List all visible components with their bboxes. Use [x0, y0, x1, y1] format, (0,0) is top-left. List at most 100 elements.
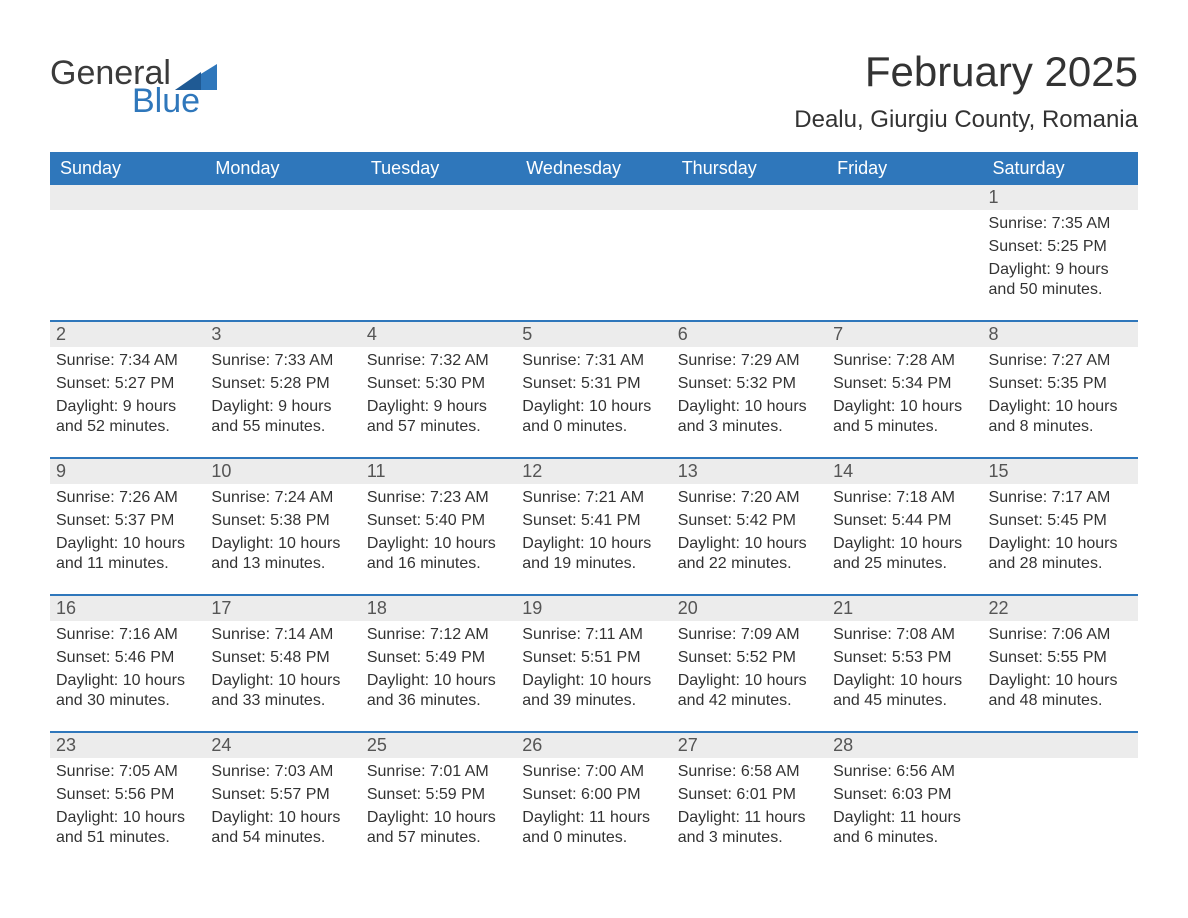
- sunset-line: Sunset: 5:30 PM: [367, 374, 510, 395]
- daylight-line: Daylight: 10 hours and 22 minutes.: [678, 534, 821, 576]
- day-cell: Sunrise: 7:05 AMSunset: 5:56 PMDaylight:…: [50, 758, 205, 868]
- daylight-line: Daylight: 10 hours and 28 minutes.: [989, 534, 1132, 576]
- day-number: [983, 733, 1138, 758]
- sunset-line: Sunset: 5:52 PM: [678, 648, 821, 669]
- day-cell: Sunrise: 7:23 AMSunset: 5:40 PMDaylight:…: [361, 484, 516, 594]
- day-details: Sunrise: 7:26 AMSunset: 5:37 PMDaylight:…: [56, 484, 199, 575]
- sunrise-line: Sunrise: 7:26 AM: [56, 488, 199, 509]
- sunrise-line: Sunrise: 7:05 AM: [56, 762, 199, 783]
- dow-sunday: Sunday: [50, 152, 205, 185]
- sunset-line: Sunset: 5:32 PM: [678, 374, 821, 395]
- day-details: Sunrise: 7:01 AMSunset: 5:59 PMDaylight:…: [367, 758, 510, 849]
- day-details: Sunrise: 7:00 AMSunset: 6:00 PMDaylight:…: [522, 758, 665, 849]
- day-details: Sunrise: 7:24 AMSunset: 5:38 PMDaylight:…: [211, 484, 354, 575]
- day-details: Sunrise: 6:58 AMSunset: 6:01 PMDaylight:…: [678, 758, 821, 849]
- dow-thursday: Thursday: [672, 152, 827, 185]
- day-cell: Sunrise: 7:00 AMSunset: 6:00 PMDaylight:…: [516, 758, 671, 868]
- daylight-line: Daylight: 10 hours and 16 minutes.: [367, 534, 510, 576]
- day-number: 18: [361, 596, 516, 621]
- sunrise-line: Sunrise: 7:12 AM: [367, 625, 510, 646]
- day-cell: Sunrise: 7:29 AMSunset: 5:32 PMDaylight:…: [672, 347, 827, 457]
- daylight-line: Daylight: 10 hours and 36 minutes.: [367, 671, 510, 713]
- day-cell: Sunrise: 7:27 AMSunset: 5:35 PMDaylight:…: [983, 347, 1138, 457]
- day-number: [672, 185, 827, 210]
- day-cell: Sunrise: 7:32 AMSunset: 5:30 PMDaylight:…: [361, 347, 516, 457]
- day-number: 24: [205, 733, 360, 758]
- day-number: 2: [50, 322, 205, 347]
- day-cell: Sunrise: 7:06 AMSunset: 5:55 PMDaylight:…: [983, 621, 1138, 731]
- day-number: 15: [983, 459, 1138, 484]
- day-details: Sunrise: 7:31 AMSunset: 5:31 PMDaylight:…: [522, 347, 665, 438]
- day-number: [205, 185, 360, 210]
- daylight-line: Daylight: 10 hours and 8 minutes.: [989, 397, 1132, 439]
- daylight-line: Daylight: 10 hours and 48 minutes.: [989, 671, 1132, 713]
- day-number: 13: [672, 459, 827, 484]
- page-header: General Blue February 2025 Dealu, Giurgi…: [50, 48, 1138, 134]
- day-details: Sunrise: 7:34 AMSunset: 5:27 PMDaylight:…: [56, 347, 199, 438]
- day-details: Sunrise: 7:14 AMSunset: 5:48 PMDaylight:…: [211, 621, 354, 712]
- day-cell: Sunrise: 7:12 AMSunset: 5:49 PMDaylight:…: [361, 621, 516, 731]
- daylight-line: Daylight: 10 hours and 3 minutes.: [678, 397, 821, 439]
- dow-monday: Monday: [205, 152, 360, 185]
- sunset-line: Sunset: 5:41 PM: [522, 511, 665, 532]
- sunrise-line: Sunrise: 7:28 AM: [833, 351, 976, 372]
- daylight-line: Daylight: 10 hours and 45 minutes.: [833, 671, 976, 713]
- day-cell: [827, 210, 982, 320]
- day-number: 27: [672, 733, 827, 758]
- day-number: 5: [516, 322, 671, 347]
- day-cell: Sunrise: 7:03 AMSunset: 5:57 PMDaylight:…: [205, 758, 360, 868]
- day-details: Sunrise: 7:09 AMSunset: 5:52 PMDaylight:…: [678, 621, 821, 712]
- day-details: Sunrise: 7:16 AMSunset: 5:46 PMDaylight:…: [56, 621, 199, 712]
- sunset-line: Sunset: 5:31 PM: [522, 374, 665, 395]
- day-cell: Sunrise: 7:14 AMSunset: 5:48 PMDaylight:…: [205, 621, 360, 731]
- daylight-line: Daylight: 10 hours and 30 minutes.: [56, 671, 199, 713]
- day-number: 25: [361, 733, 516, 758]
- sunrise-line: Sunrise: 7:08 AM: [833, 625, 976, 646]
- day-number: 3: [205, 322, 360, 347]
- day-cell: Sunrise: 7:31 AMSunset: 5:31 PMDaylight:…: [516, 347, 671, 457]
- sunset-line: Sunset: 5:46 PM: [56, 648, 199, 669]
- day-cell: Sunrise: 7:28 AMSunset: 5:34 PMDaylight:…: [827, 347, 982, 457]
- daylight-line: Daylight: 10 hours and 11 minutes.: [56, 534, 199, 576]
- day-cell: Sunrise: 7:01 AMSunset: 5:59 PMDaylight:…: [361, 758, 516, 868]
- day-cell: [983, 758, 1138, 868]
- sunrise-line: Sunrise: 7:18 AM: [833, 488, 976, 509]
- day-cell: Sunrise: 7:35 AMSunset: 5:25 PMDaylight:…: [983, 210, 1138, 320]
- day-number-bar: 1: [50, 185, 1138, 210]
- day-cell: [516, 210, 671, 320]
- week-row: Sunrise: 7:05 AMSunset: 5:56 PMDaylight:…: [50, 758, 1138, 868]
- day-cell: Sunrise: 7:08 AMSunset: 5:53 PMDaylight:…: [827, 621, 982, 731]
- day-number: [361, 185, 516, 210]
- daylight-line: Daylight: 10 hours and 19 minutes.: [522, 534, 665, 576]
- sunrise-line: Sunrise: 6:56 AM: [833, 762, 976, 783]
- weeks-container: 1Sunrise: 7:35 AMSunset: 5:25 PMDaylight…: [50, 185, 1138, 868]
- day-number: 11: [361, 459, 516, 484]
- sunset-line: Sunset: 5:49 PM: [367, 648, 510, 669]
- sunrise-line: Sunrise: 7:00 AM: [522, 762, 665, 783]
- sunset-line: Sunset: 5:48 PM: [211, 648, 354, 669]
- sunset-line: Sunset: 5:40 PM: [367, 511, 510, 532]
- month-title: February 2025: [794, 48, 1138, 96]
- day-number: 21: [827, 596, 982, 621]
- sunset-line: Sunset: 5:51 PM: [522, 648, 665, 669]
- day-number: 12: [516, 459, 671, 484]
- daylight-line: Daylight: 10 hours and 25 minutes.: [833, 534, 976, 576]
- day-number: 14: [827, 459, 982, 484]
- sunset-line: Sunset: 6:00 PM: [522, 785, 665, 806]
- day-cell: Sunrise: 7:24 AMSunset: 5:38 PMDaylight:…: [205, 484, 360, 594]
- daylight-line: Daylight: 10 hours and 5 minutes.: [833, 397, 976, 439]
- day-details: Sunrise: 7:11 AMSunset: 5:51 PMDaylight:…: [522, 621, 665, 712]
- sunset-line: Sunset: 5:55 PM: [989, 648, 1132, 669]
- day-details: Sunrise: 7:28 AMSunset: 5:34 PMDaylight:…: [833, 347, 976, 438]
- day-cell: Sunrise: 7:20 AMSunset: 5:42 PMDaylight:…: [672, 484, 827, 594]
- day-cell: Sunrise: 6:56 AMSunset: 6:03 PMDaylight:…: [827, 758, 982, 868]
- sunset-line: Sunset: 5:57 PM: [211, 785, 354, 806]
- sunrise-line: Sunrise: 7:29 AM: [678, 351, 821, 372]
- location-title: Dealu, Giurgiu County, Romania: [794, 106, 1138, 134]
- day-details: Sunrise: 7:05 AMSunset: 5:56 PMDaylight:…: [56, 758, 199, 849]
- sunset-line: Sunset: 5:28 PM: [211, 374, 354, 395]
- week-row: Sunrise: 7:26 AMSunset: 5:37 PMDaylight:…: [50, 484, 1138, 594]
- sunrise-line: Sunrise: 7:32 AM: [367, 351, 510, 372]
- daylight-line: Daylight: 9 hours and 52 minutes.: [56, 397, 199, 439]
- daylight-line: Daylight: 10 hours and 33 minutes.: [211, 671, 354, 713]
